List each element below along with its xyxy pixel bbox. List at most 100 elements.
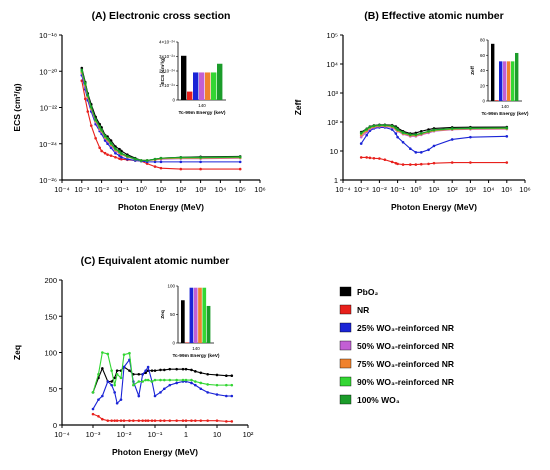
x-tick-label: 10⁴ <box>483 185 495 194</box>
data-point <box>137 372 141 376</box>
data-point <box>144 378 147 382</box>
data-point <box>110 419 113 422</box>
x-tick-label: 10⁶ <box>519 185 530 194</box>
y-tick-label: 10 <box>330 147 338 156</box>
y-tick-label: 10⁻²⁰ <box>39 67 57 76</box>
inset-bar <box>511 61 515 101</box>
data-point <box>215 419 219 422</box>
data-point <box>91 412 95 416</box>
data-point <box>450 138 454 141</box>
data-point <box>179 160 183 164</box>
data-point <box>469 126 472 130</box>
data-point <box>159 160 163 164</box>
data-point <box>144 369 147 372</box>
data-point <box>394 132 398 135</box>
data-point <box>396 128 399 131</box>
data-point <box>199 419 203 422</box>
data-point <box>390 124 394 128</box>
data-point <box>137 394 141 398</box>
data-point <box>159 368 162 372</box>
data-point <box>238 155 242 159</box>
inset-bar <box>507 61 511 101</box>
data-point <box>230 394 234 398</box>
data-point <box>427 129 430 133</box>
data-point <box>146 378 150 382</box>
inset-y-tick-label: 80 <box>480 38 486 43</box>
data-point <box>163 419 166 422</box>
data-point <box>115 372 119 376</box>
data-point <box>215 383 219 387</box>
legend-swatch-wo75 <box>339 358 352 369</box>
inset-y-tick-label: 1×10⁻²⁴ <box>159 83 175 88</box>
legend-label-wo50: 50% WO₃-reinforced NR <box>357 341 454 351</box>
data-point <box>153 419 157 422</box>
legend-swatch-wo90 <box>339 376 352 387</box>
data-point <box>238 167 242 171</box>
data-point <box>168 378 172 382</box>
data-point <box>175 378 178 382</box>
data-point <box>175 381 178 385</box>
data-point <box>89 105 93 109</box>
y-tick-label: 50 <box>49 385 57 394</box>
data-point <box>126 154 129 158</box>
data-point <box>106 142 109 146</box>
inset-y-tick-label: 60 <box>480 53 486 58</box>
data-point <box>146 365 150 369</box>
data-point <box>94 136 97 140</box>
x-tick-label: 10⁴ <box>215 185 227 194</box>
data-point <box>469 135 472 139</box>
data-point <box>365 127 368 131</box>
panel-c: (C) Equivalent atomic number 10⁻⁴ 10⁻³ 10⁻²… <box>12 255 254 457</box>
inset-y-tick-label: 100 <box>167 284 175 289</box>
series-6 <box>359 123 509 136</box>
inset-y-tick-label: 40 <box>480 68 486 73</box>
data-point <box>128 419 131 422</box>
x-tick-label: 10⁻¹ <box>148 430 163 439</box>
data-point <box>206 391 209 394</box>
data-point <box>359 135 363 139</box>
legend-swatch-wo50 <box>339 340 352 351</box>
data-point <box>190 419 193 422</box>
x-tick-label: 10⁻² <box>94 185 109 194</box>
data-point <box>94 118 97 121</box>
data-point <box>106 419 110 422</box>
inset-y-tick-label: 0 <box>172 341 175 346</box>
data-point <box>118 154 121 157</box>
x-tick-label: 10² <box>243 430 254 439</box>
x-tick-label: 10² <box>447 185 458 194</box>
data-point <box>144 419 147 422</box>
data-point <box>181 419 185 422</box>
y-axis-label: Zeq <box>12 345 22 360</box>
x-tick-label: 10³ <box>195 185 206 194</box>
y-tick-label: 10³ <box>327 89 338 98</box>
data-point <box>137 419 141 422</box>
data-point <box>414 151 418 154</box>
data-point <box>199 381 203 385</box>
inset-category-label: 140 <box>198 103 206 108</box>
data-point <box>199 155 202 159</box>
data-point <box>181 367 185 371</box>
y-tick-label: 10⁻²⁶ <box>39 176 57 185</box>
x-tick-label: 10¹ <box>156 185 167 194</box>
x-tick-label: 10⁰ <box>410 185 421 194</box>
data-point <box>114 155 117 159</box>
data-point <box>190 378 193 382</box>
data-point <box>110 380 113 383</box>
data-point <box>199 167 202 171</box>
x-axis-label: Photon Energy (MeV) <box>391 202 477 212</box>
y-tick-label: 10⁻¹⁸ <box>39 31 57 40</box>
data-point <box>159 419 162 422</box>
data-point <box>372 124 376 128</box>
inset-y-label: Zeff <box>470 66 476 75</box>
data-point <box>175 367 178 371</box>
series-line <box>81 75 241 163</box>
data-point <box>101 367 104 370</box>
data-point <box>419 151 423 154</box>
x-tick-label: 10⁻³ <box>86 430 101 439</box>
data-point <box>163 368 166 372</box>
x-tick-label: 10⁻⁴ <box>54 185 70 194</box>
data-point <box>225 420 228 423</box>
x-tick-label: 10¹ <box>429 185 440 194</box>
data-point <box>150 419 154 422</box>
